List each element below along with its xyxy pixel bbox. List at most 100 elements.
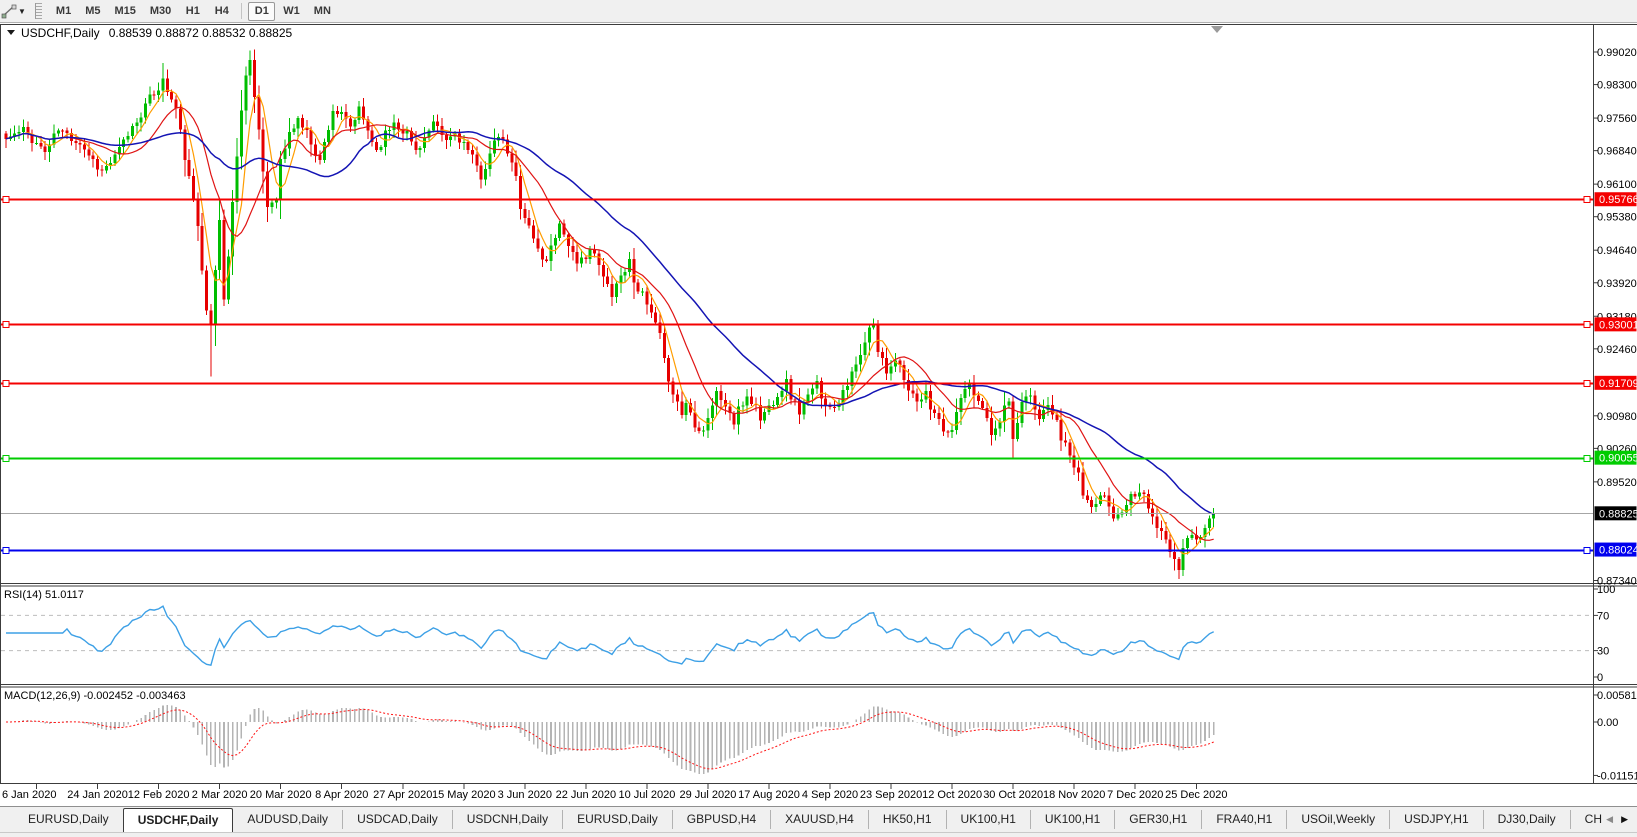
timeframe-toolbar: ▼ M1 M5 M15 M30 H1 H4 D1 W1 MN [0,0,1637,23]
candle-body [309,130,313,145]
candle-body [723,399,727,407]
candle-body [824,398,828,407]
chart-tab-usoil-weekly[interactable]: USOil,Weekly [1286,810,1389,829]
chart-tab-usdchf-daily[interactable]: USDCHF,Daily [122,808,234,832]
candle-body [566,234,570,247]
candle-body [388,129,392,131]
hline-anchor [2,547,10,554]
timeframe-button-m30[interactable]: M30 [144,2,177,21]
candle-body [187,159,191,177]
candle-body [937,413,941,420]
candle-body [518,175,522,209]
chart-window[interactable]: 0.99020 0.98300 0.97560 0.96840 0.96100 0.953… [0,23,1637,806]
candle-body [501,136,505,140]
candle-body [270,202,274,208]
candle-body [248,60,252,76]
chart-shift-marker-icon[interactable] [1211,26,1223,33]
candle-body [183,129,187,160]
timeframe-button-m1[interactable]: M1 [50,2,77,21]
moving-average-13[interactable] [5,106,1214,541]
timeframe-button-m5[interactable]: M5 [79,2,106,21]
hline-anchor [1583,380,1591,387]
candle-body [754,403,758,405]
timeframe-button-m15[interactable]: M15 [108,2,141,21]
candle-body [510,153,514,163]
candle-body [401,129,405,134]
candle-body [1146,493,1150,509]
candle-body [610,283,614,297]
candle-body [697,427,701,432]
tabs-scroll-left-button[interactable]: ◀ [1606,814,1614,824]
candle-body [867,327,871,343]
timeframe-button-d1[interactable]: D1 [248,1,276,21]
candle-body [78,143,82,145]
date-tick-label: 27 Apr 2020 [373,789,432,801]
chart-tab-china300-h1[interactable]: CHINA300,H1 [1569,810,1602,829]
svg-text:0.93001: 0.93001 [1599,319,1637,331]
chart-tab-fra40-h1[interactable]: FRA40,H1 [1201,810,1286,829]
chart-tab-xauusd-h4[interactable]: XAUUSD,H4 [770,810,868,829]
hline-anchor [1583,321,1591,328]
timeframe-button-h4[interactable]: H4 [208,2,235,21]
candle-body [523,208,527,218]
candle-body [893,360,897,367]
svg-text:0.90055: 0.90055 [1599,453,1637,465]
price-chart-svg[interactable]: 0.99020 0.98300 0.97560 0.96840 0.96100 0.953… [0,23,1637,806]
moving-average-5[interactable] [5,89,1215,555]
moving-average-34[interactable] [5,130,1215,516]
chart-title: USDCHF,Daily 0.88539 0.88872 0.88532 0.88… [7,26,293,40]
candle-body [741,405,745,407]
candle-body [1168,539,1172,552]
candle-body [244,75,248,111]
macd-signal-line [6,708,1214,770]
chart-tab-usdjpy-h1[interactable]: USDJPY,H1 [1389,810,1482,829]
tool-dropdown-caret-icon[interactable]: ▼ [18,6,26,16]
candle-body [789,379,793,400]
chart-tab-usdcad-daily[interactable]: USDCAD,Daily [342,810,452,829]
candle-body [1103,495,1107,497]
timeframe-button-mn[interactable]: MN [308,2,337,21]
hline-anchor [1583,455,1591,462]
candle-body [780,391,784,397]
date-tick-label: 22 Jun 2020 [556,789,617,801]
trendline-tool-icon[interactable] [1,3,17,19]
chart-tab-eurusd-daily[interactable]: EURUSD,Daily [562,810,672,829]
candle-body [776,396,780,405]
candle-body [1181,548,1185,570]
candle-body [222,220,226,300]
candle-body [963,388,967,398]
candle-body [43,146,47,153]
price-tick-label: 0.94640 [1597,245,1637,257]
candle-body [226,256,230,300]
chart-tab-uk100-h1[interactable]: UK100,H1 [945,810,1030,829]
chart-tab-hk50-h1[interactable]: HK50,H1 [867,810,946,829]
status-bar-edge [0,832,1637,837]
candle-body [213,270,217,326]
candle-body [1063,440,1067,443]
timeframe-button-h1[interactable]: H1 [179,2,206,21]
chart-tab-uk100-h1[interactable]: UK100,H1 [1029,810,1114,829]
candle-body [82,144,86,150]
tabs-scroll-right-button[interactable]: ▶ [1621,814,1628,824]
chart-tab-usdcnh-daily[interactable]: USDCNH,Daily [451,810,562,829]
candle-body [798,400,802,415]
candle-body [728,406,732,414]
candle-body [845,385,849,391]
chart-tab-audusd-daily[interactable]: AUDUSD,Daily [247,812,329,826]
chart-tab-eurusd-daily[interactable]: EURUSD,Daily [28,812,109,826]
candle-body [549,245,553,262]
candle-body [148,94,152,104]
timeframe-button-w1[interactable]: W1 [277,2,306,21]
date-tick-label: 20 Mar 2020 [250,789,312,801]
candle-body [370,130,374,142]
candle-body [1129,494,1133,505]
candle-body [571,246,575,253]
toolbar-grip[interactable] [34,3,42,19]
candle-body [911,390,915,394]
candle-body [261,129,265,172]
candle-body [562,223,566,235]
chart-tab-ger30-h1[interactable]: GER30,H1 [1114,810,1201,829]
chart-tab-gbpusd-h4[interactable]: GBPUSD,H4 [671,810,770,829]
candle-body [292,128,296,132]
chart-tab-dj30-daily[interactable]: DJ30,Daily [1482,810,1570,829]
